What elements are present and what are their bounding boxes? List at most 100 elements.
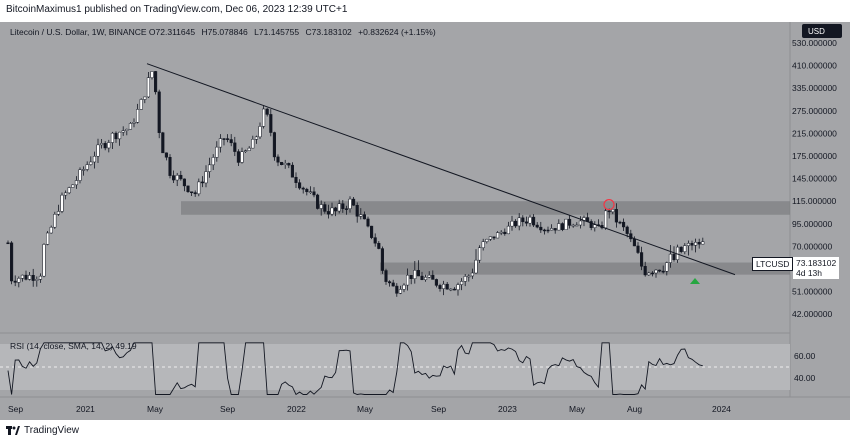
candle-body <box>136 109 140 123</box>
price-axis-label: 175.000000 <box>792 151 837 161</box>
candle-body <box>161 132 165 154</box>
candle-body <box>114 132 118 140</box>
candle-body <box>445 283 449 290</box>
tradingview-logo-text: TradingView <box>24 425 80 436</box>
candle-body <box>398 289 402 294</box>
rejection-circle <box>603 198 615 211</box>
candle-body <box>100 143 104 146</box>
candle-body <box>218 138 222 148</box>
candle-body <box>64 192 68 196</box>
candle-body <box>330 207 334 215</box>
price-tag-price: 73.183102 <box>796 258 837 268</box>
price-axis-label: 275.000000 <box>792 106 837 116</box>
candle-body <box>42 244 46 277</box>
candle-body <box>413 270 417 279</box>
time-axis-label: Sep <box>431 404 446 414</box>
bottom-bar: TradingView <box>0 420 850 442</box>
candle-body <box>467 275 471 278</box>
candle-body <box>434 279 438 286</box>
candle-body <box>334 207 338 212</box>
low-value: 71.145755 <box>258 27 300 37</box>
candle-body <box>132 122 136 124</box>
candle-body <box>251 139 255 149</box>
price-tag-countdown: 4d 13h <box>796 268 822 278</box>
price-axis-label: 530.000000 <box>792 38 837 48</box>
candle-body <box>247 147 251 151</box>
candle-body <box>647 272 651 276</box>
candle-body <box>186 185 190 193</box>
candle-body <box>442 283 446 289</box>
candle-body <box>226 138 230 140</box>
candle-body <box>622 221 626 228</box>
candle-body <box>506 225 510 235</box>
candle-body <box>607 210 611 213</box>
candle-body <box>438 285 442 289</box>
candle-body <box>46 232 50 245</box>
time-axis-label: Sep <box>220 404 235 414</box>
candle-body <box>352 198 356 206</box>
candle-body <box>557 223 561 231</box>
candle-body <box>13 280 17 283</box>
candle-body <box>348 198 352 209</box>
rsi-legend: RSI (14, close, SMA, 14, 2) 49.19 <box>10 341 137 351</box>
candle-body <box>305 188 309 193</box>
candle-body <box>420 275 424 281</box>
candle-body <box>110 132 114 143</box>
candle-body <box>254 136 258 140</box>
candle-body <box>6 242 10 245</box>
candle-body <box>629 233 633 240</box>
descending-trendline <box>146 63 736 276</box>
candle-body <box>60 194 64 212</box>
candle-body <box>470 272 474 277</box>
rsi-axis-label: 60.00 <box>794 351 816 361</box>
candle-body <box>128 123 132 130</box>
published-text: BitcoinMaximus1 published on TradingView… <box>6 4 348 15</box>
candle-body <box>337 203 341 212</box>
candle-body <box>35 279 39 281</box>
candle-body <box>244 150 248 152</box>
candle-body <box>683 245 687 252</box>
price-axis-label: 42.000000 <box>792 309 832 319</box>
candle-body <box>485 238 489 242</box>
candle-body <box>312 191 316 196</box>
candle-body <box>416 270 420 277</box>
time-axis-label: May <box>569 404 586 414</box>
time-axis-label: May <box>357 404 374 414</box>
candle-body <box>341 203 345 209</box>
candle-body <box>424 276 428 281</box>
candle-body <box>370 225 374 238</box>
candle-body <box>636 245 640 253</box>
candle-body <box>172 175 176 181</box>
tradingview-logo-icon <box>6 426 20 435</box>
rsi-line <box>7 342 703 396</box>
candle-body <box>697 242 701 245</box>
candle-body <box>283 163 287 166</box>
tradingview-logo[interactable]: TradingView <box>6 425 79 436</box>
candle-body <box>323 204 327 212</box>
price-axis-label: 335.000000 <box>792 83 837 93</box>
candle-body <box>139 99 143 110</box>
candle-body <box>164 152 168 158</box>
price-chart[interactable]: 530.000000 410.000000 335.000000 275.000000… <box>0 22 850 420</box>
open-value: 72.311645 <box>155 27 196 37</box>
candle-body <box>694 242 698 246</box>
candle-body <box>96 144 100 157</box>
candle-body <box>427 274 431 278</box>
time-axis-label: 2021 <box>76 404 95 414</box>
candle-body <box>233 142 237 152</box>
candle-body <box>532 216 536 226</box>
candle-body <box>514 220 518 227</box>
candle-body <box>478 247 482 261</box>
candle-body <box>406 274 410 286</box>
candle-body <box>74 180 78 186</box>
candle-body <box>665 262 669 272</box>
candle-body <box>298 182 302 189</box>
candle-body <box>503 231 507 235</box>
chart-area[interactable]: 530.000000 410.000000 335.000000 275.000000… <box>0 22 850 420</box>
candle-body <box>510 220 514 227</box>
price-axis-label: 215.000000 <box>792 128 837 138</box>
currency-button[interactable]: USD <box>802 24 842 38</box>
candle-body <box>20 274 24 279</box>
candle-body <box>380 248 384 271</box>
candle-body <box>269 114 273 133</box>
